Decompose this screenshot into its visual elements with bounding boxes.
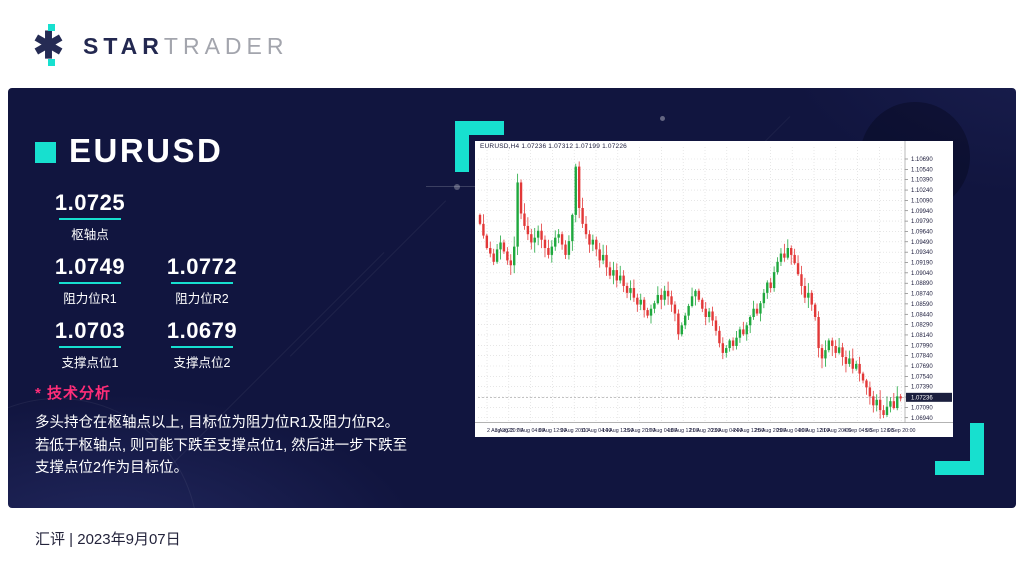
- svg-text:25 Aug 20:00: 25 Aug 20:00: [755, 428, 786, 434]
- level-spacer: [146, 190, 258, 243]
- logo-cyan-dot-top: [48, 24, 55, 31]
- logo-word-trader: TRADER: [163, 32, 289, 59]
- level-support-1: 1.0703 支撑点位1: [34, 318, 146, 371]
- decor-diagonal-line: [289, 200, 447, 357]
- cyan-underline: [171, 282, 233, 284]
- s1-value: 1.0703: [54, 318, 126, 343]
- svg-text:21 Aug 20:00: 21 Aug 20:00: [689, 428, 720, 434]
- svg-text:8 Aug 12:00: 8 Aug 12:00: [538, 428, 566, 434]
- svg-text:1.08590: 1.08590: [911, 302, 933, 308]
- footer-date: 汇评 | 2023年9月07日: [35, 531, 181, 548]
- svg-text:1.09190: 1.09190: [911, 261, 933, 267]
- cyan-underline: [171, 346, 233, 348]
- level-pivot: 1.0725 枢轴点: [34, 190, 146, 243]
- level-support-2: 1.0679 支撑点位2: [146, 318, 258, 371]
- svg-text:1.08890: 1.08890: [911, 281, 933, 287]
- svg-text:1.10540: 1.10540: [911, 167, 933, 173]
- technical-analysis-section: * 技术分析 多头持仓在枢轴点以上, 目标位为阻力位R1及阻力位R2。 若低于枢…: [35, 382, 455, 480]
- svg-text:1.10240: 1.10240: [911, 188, 933, 194]
- svg-text:1.09640: 1.09640: [911, 229, 933, 235]
- r1-label: 阻力位R1: [63, 292, 117, 306]
- analysis-line-3: 支撑点位2作为目标位。: [35, 460, 189, 476]
- star-asterisk-icon: ✱: [33, 24, 73, 68]
- svg-text:17 Aug 04:00: 17 Aug 04:00: [646, 428, 677, 434]
- logo-cyan-dot-bottom: [48, 59, 55, 66]
- r1-value: 1.0749: [54, 254, 126, 279]
- logo-wordmark: STARTRADER: [83, 33, 288, 60]
- svg-text:1.09790: 1.09790: [911, 219, 933, 225]
- svg-text:4 Sep 04:00: 4 Sep 04:00: [843, 428, 872, 434]
- cyan-underline: [59, 218, 121, 220]
- svg-text:6 Sep 20:00: 6 Sep 20:00: [887, 428, 916, 434]
- svg-text:31 Aug 20:00: 31 Aug 20:00: [820, 428, 851, 434]
- cyan-square-bullet: [35, 142, 56, 163]
- analysis-line-1: 多头持仓在枢轴点以上, 目标位为阻力位R1及阻力位R2。: [35, 415, 400, 431]
- svg-text:1.10390: 1.10390: [911, 178, 933, 184]
- svg-text:1.07390: 1.07390: [911, 385, 933, 391]
- svg-text:1.06940: 1.06940: [911, 416, 933, 422]
- svg-text:1.10090: 1.10090: [911, 198, 933, 204]
- cyan-underline: [59, 282, 121, 284]
- cyan-corner-bracket-bottom-right: [935, 423, 984, 475]
- svg-text:1.10690: 1.10690: [911, 157, 933, 163]
- level-resistance-2: 1.0772 阻力位R2: [146, 254, 258, 307]
- startrader-logo: ✱ STARTRADER: [33, 24, 288, 68]
- decor-dot: [660, 116, 665, 121]
- svg-text:2 Aug 2023: 2 Aug 2023: [487, 428, 514, 434]
- svg-text:7 Aug 04:00: 7 Aug 04:00: [516, 428, 544, 434]
- svg-text:1.09940: 1.09940: [911, 209, 933, 215]
- svg-text:14 Aug 12:00: 14 Aug 12:00: [602, 428, 633, 434]
- svg-text:1.09340: 1.09340: [911, 250, 933, 256]
- svg-text:1.09490: 1.09490: [911, 240, 933, 246]
- svg-text:11 Aug 04:00: 11 Aug 04:00: [581, 428, 612, 434]
- svg-text:30 Aug 12:00: 30 Aug 12:00: [798, 428, 829, 434]
- logo-word-star: STAR: [83, 32, 164, 59]
- analysis-heading: * 技术分析: [35, 385, 112, 402]
- s1-label: 支撑点位1: [61, 356, 119, 370]
- svg-text:1.08290: 1.08290: [911, 323, 933, 329]
- svg-text:1.07840: 1.07840: [911, 354, 933, 360]
- r2-value: 1.0772: [166, 254, 238, 279]
- svg-text:15 Aug 20:00: 15 Aug 20:00: [624, 428, 655, 434]
- cyan-underline: [59, 346, 121, 348]
- cyan-corner-bracket-top-left: [455, 121, 504, 172]
- svg-text:24 Aug 12:00: 24 Aug 12:00: [733, 428, 764, 434]
- svg-text:23 Aug 04:00: 23 Aug 04:00: [711, 428, 742, 434]
- main-panel: EURUSD 1.0725 枢轴点 1.0749 阻力位R1 1.0772 阻力…: [8, 88, 1016, 508]
- top-bar: ✱ STARTRADER: [0, 0, 1024, 88]
- svg-text:1.08740: 1.08740: [911, 292, 933, 298]
- analysis-line-2: 若低于枢轴点, 则可能下跌至支撑点位1, 然后进一步下跌至: [35, 437, 408, 454]
- svg-text:18 Aug 12:00: 18 Aug 12:00: [668, 428, 699, 434]
- s2-label: 支撑点位2: [173, 356, 231, 370]
- svg-text:1.07090: 1.07090: [911, 405, 933, 411]
- svg-text:1.08440: 1.08440: [911, 312, 933, 318]
- candlestick-chart-svg: 1.10690 1.10540 1.10390 1.10240 1.10090 1.099…: [475, 141, 953, 437]
- pivot-levels: 1.0725 枢轴点 1.0749 阻力位R1 1.0772 阻力位R2 1.0…: [34, 190, 284, 371]
- svg-text:1.07236: 1.07236: [911, 395, 933, 401]
- decor-tick-dot: [454, 183, 460, 190]
- r2-label: 阻力位R2: [175, 292, 229, 306]
- svg-text:1.08140: 1.08140: [911, 333, 933, 339]
- svg-text:1.09040: 1.09040: [911, 271, 933, 277]
- level-resistance-1: 1.0749 阻力位R1: [34, 254, 146, 307]
- instrument-title-row: EURUSD: [35, 132, 223, 170]
- pivot-value: 1.0725: [54, 190, 126, 215]
- analysis-body: 多头持仓在枢轴点以上, 目标位为阻力位R1及阻力位R2。 若低于枢轴点, 则可能…: [35, 412, 455, 480]
- svg-text:9 Aug 20:00: 9 Aug 20:00: [560, 428, 588, 434]
- price-chart: 1.10690 1.10540 1.10390 1.10240 1.10090 1.099…: [475, 141, 953, 437]
- svg-text:29 Aug 04:00: 29 Aug 04:00: [777, 428, 808, 434]
- pivot-label: 枢轴点: [71, 228, 109, 242]
- decor-tick-line: [426, 183, 484, 190]
- svg-text:1.07540: 1.07540: [911, 374, 933, 380]
- s2-value: 1.0679: [166, 318, 238, 343]
- svg-text:1.07690: 1.07690: [911, 364, 933, 370]
- svg-text:5 Sep 12:00: 5 Sep 12:00: [865, 428, 894, 434]
- svg-text:1.07990: 1.07990: [911, 343, 933, 349]
- chart-ohlc-header: EURUSD,H4 1.07236 1.07312 1.07199 1.0722…: [480, 143, 627, 150]
- decor-dot: [48, 446, 53, 451]
- svg-text:3 Aug 20:00: 3 Aug 20:00: [495, 428, 523, 434]
- page-title: EURUSD: [69, 132, 224, 169]
